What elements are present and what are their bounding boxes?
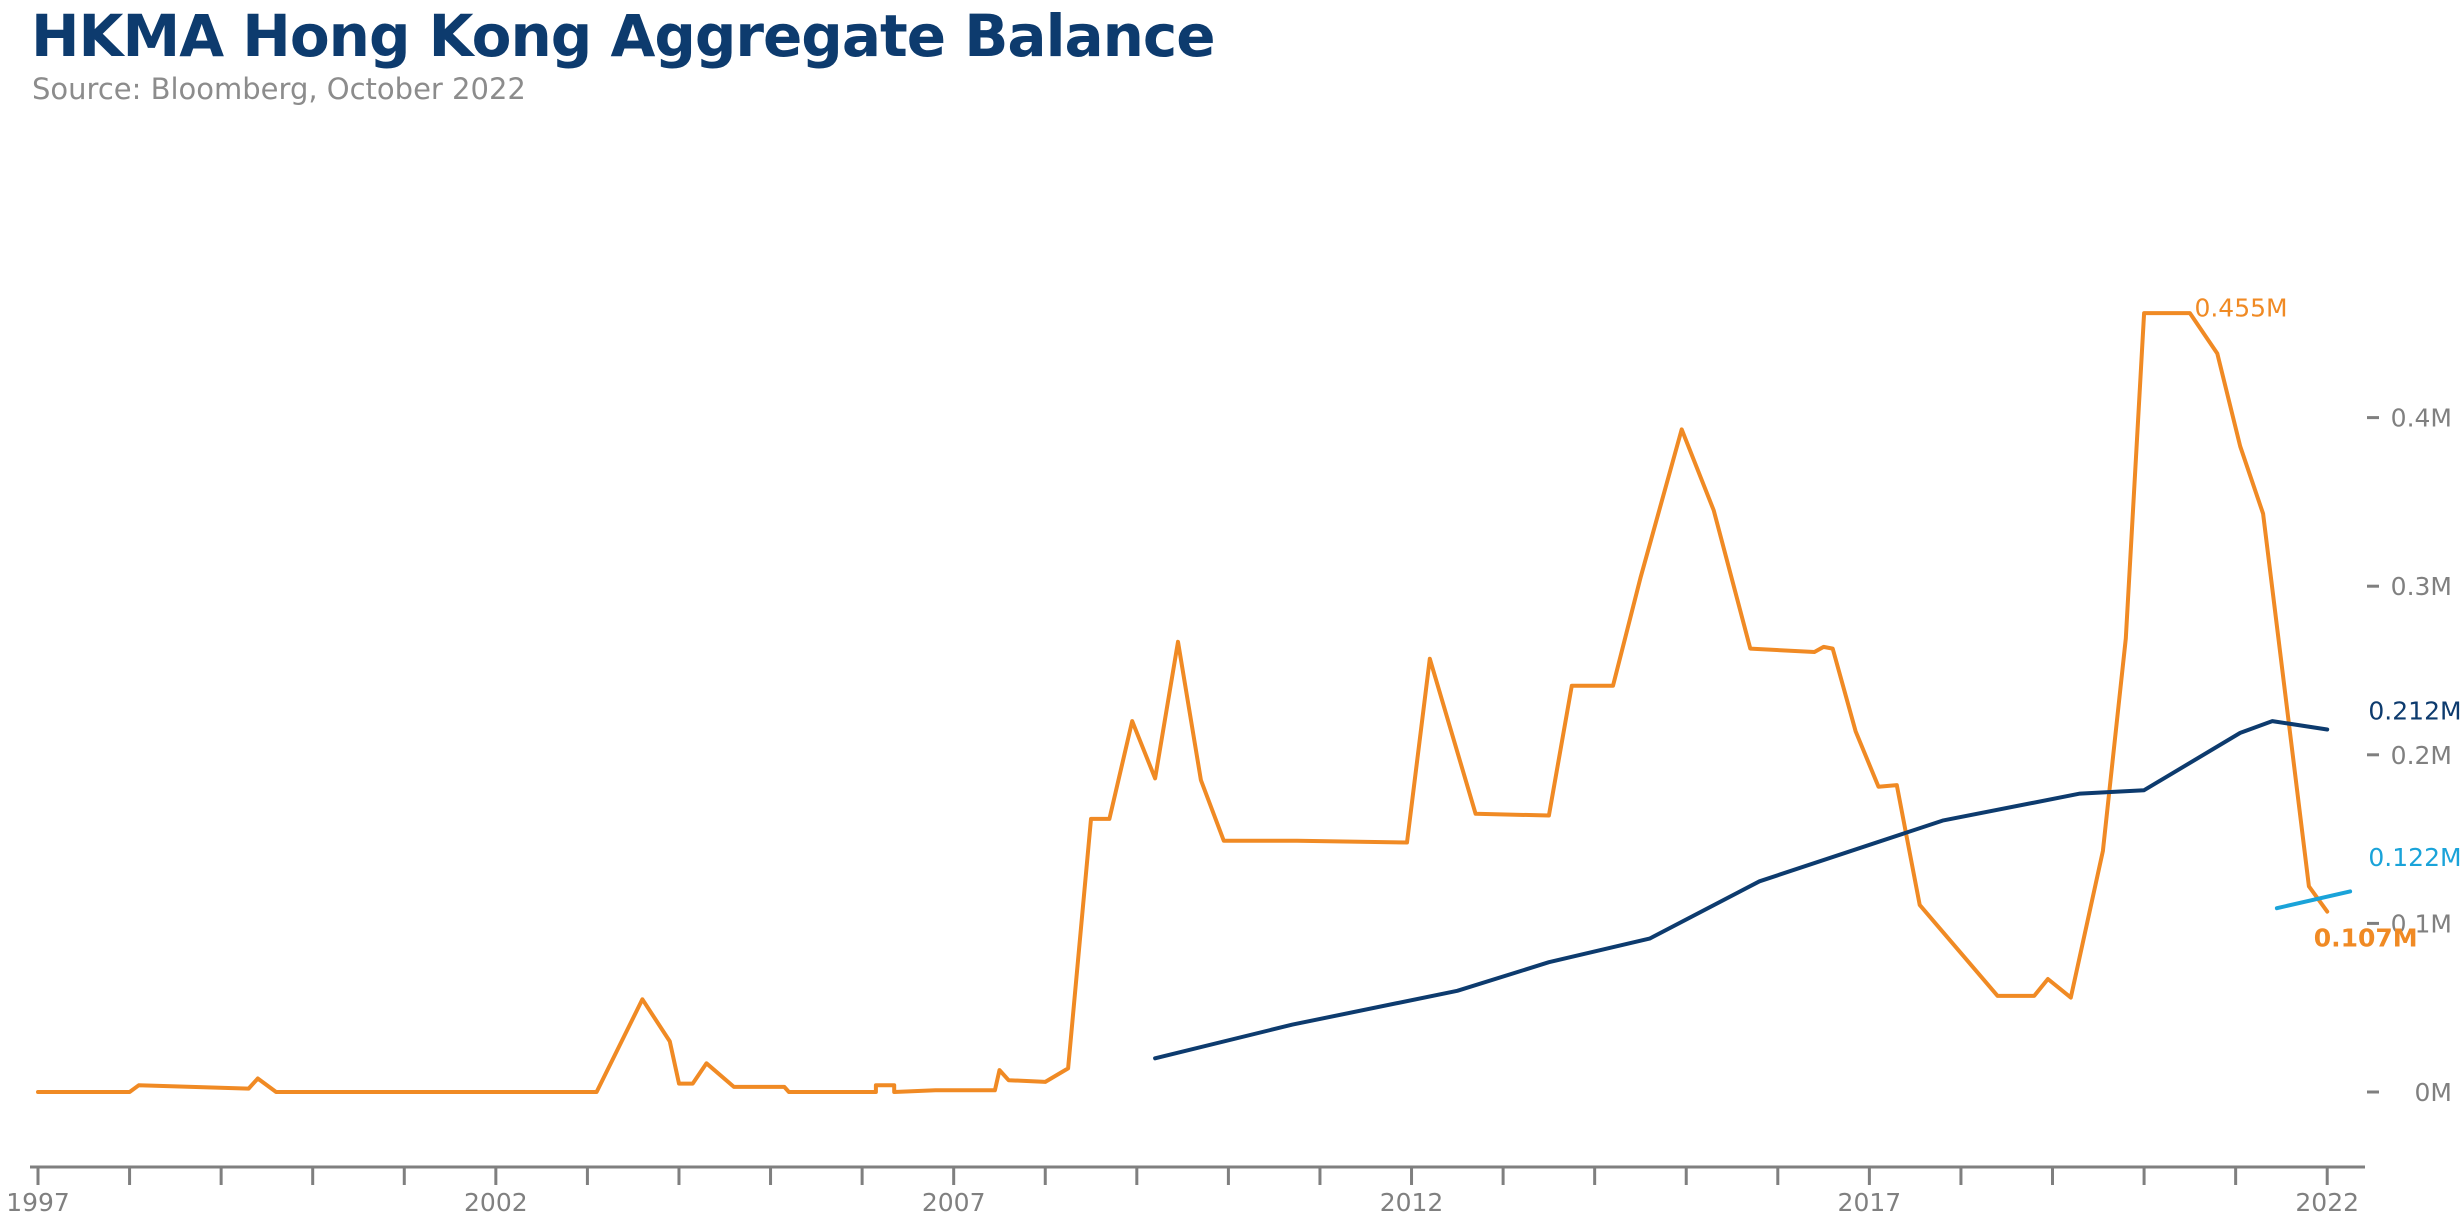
y-tick-label: 0.3M (2391, 572, 2452, 601)
axes: 1997 2002 2007 2012 2017 2022 0M 0.1M 0.2M 0.3M 0.… (6, 404, 2452, 1217)
x-tick-label: 2022 (2295, 1188, 2359, 1217)
end-value-label-1: 0.107M (2314, 924, 2418, 953)
series-line-1 (36, 311, 2330, 1094)
x-tick-label: 1997 (6, 1188, 70, 1217)
end-value-label-3: 0.122M (2368, 843, 2460, 872)
y-tick-label: 0M (2415, 1078, 2452, 1107)
y-tick-label: 0.1M (2391, 909, 2452, 938)
series-lines (36, 311, 2353, 1094)
x-tick-label: 2017 (1838, 1188, 1902, 1217)
x-tick-label: 2012 (1380, 1188, 1444, 1217)
series-line-3 (2274, 889, 2353, 911)
y-tick-label: 0.2M (2391, 741, 2452, 770)
series-line-2 (1153, 719, 2330, 1061)
peak-value-label-1: 0.455M (2194, 293, 2287, 322)
x-tick-label: 2007 (922, 1188, 986, 1217)
x-tick-label: 2002 (464, 1188, 528, 1217)
chart-title: HKMA Hong Kong Aggregate Balance (31, 2, 1216, 70)
end-value-label-2: 0.212M (2368, 697, 2460, 726)
series-labels: 0.455M 0.107M 0.212M 0.122M (2194, 293, 2460, 952)
chart-subtitle: Source: Bloomberg, October 2022 (32, 72, 526, 106)
y-tick-label: 0.4M (2391, 404, 2452, 433)
